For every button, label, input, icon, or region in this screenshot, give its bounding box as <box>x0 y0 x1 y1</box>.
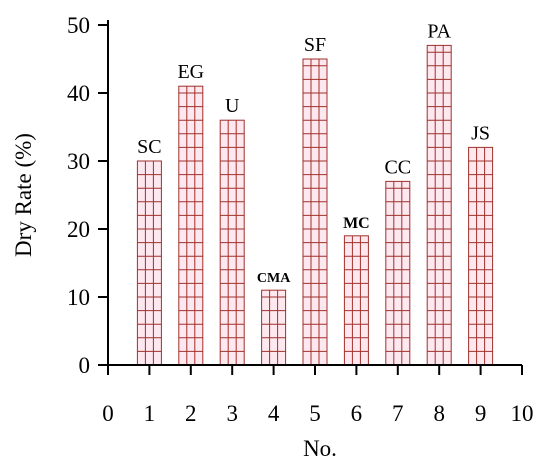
bar-u <box>219 119 245 366</box>
x-tick-label: 2 <box>185 401 197 426</box>
x-tick-label: 0 <box>102 401 114 426</box>
bar-label-sc: SC <box>137 136 161 158</box>
y-tick-label: 30 <box>67 149 90 174</box>
x-tick-label: 8 <box>433 401 445 426</box>
bar-pa <box>426 44 452 366</box>
y-tick-label: 10 <box>67 285 90 310</box>
bar-cma <box>261 289 287 366</box>
bar-rect <box>136 160 162 366</box>
bars-layer <box>136 44 494 366</box>
x-tick-label: 4 <box>268 401 280 426</box>
y-tick-label: 20 <box>67 217 90 242</box>
x-tick-label: 1 <box>144 401 156 426</box>
bar-label-cc: CC <box>384 156 411 178</box>
x-axis-title: No. <box>303 436 337 461</box>
bar-label-cma: CMA <box>257 271 291 286</box>
bar-label-u: U <box>225 95 240 117</box>
x-tick-label: 6 <box>351 401 363 426</box>
y-ticks-layer: 0 10 20 30 40 50 <box>67 13 108 378</box>
x-tick-label: 7 <box>392 401 404 426</box>
x-tick-label: 9 <box>475 401 487 426</box>
bar-label-pa: PA <box>427 20 451 42</box>
bar-rect <box>261 289 287 366</box>
x-ticks-layer: 0 1 2 3 4 5 6 7 8 9 10 <box>102 365 534 426</box>
bar-rect <box>343 235 369 366</box>
x-tick-label: 3 <box>226 401 238 426</box>
bar-mc <box>343 235 369 366</box>
y-axis-title: Dry Rate (%) <box>11 133 36 257</box>
bar-label-eg: EG <box>177 61 204 83</box>
bar-label-sf: SF <box>304 34 326 56</box>
bar-rect <box>385 180 411 366</box>
x-tick-label: 10 <box>511 401 534 426</box>
bar-js <box>468 146 494 366</box>
bar-rect <box>178 85 204 366</box>
bar-sf <box>302 58 328 366</box>
y-tick-label: 40 <box>67 81 90 106</box>
bar-eg <box>178 85 204 366</box>
bar-rect <box>302 58 328 366</box>
bar-rect <box>426 44 452 366</box>
x-tick-label: 5 <box>309 401 321 426</box>
bar-cc <box>385 180 411 366</box>
bar-sc <box>136 160 162 366</box>
y-tick-label: 0 <box>79 353 91 378</box>
bar-label-js: JS <box>471 122 490 144</box>
bar-label-mc: MC <box>343 215 370 232</box>
y-tick-label: 50 <box>67 13 90 38</box>
bar-labels-layer: SC EG U CMA SF MC CC PA JS <box>137 20 490 286</box>
